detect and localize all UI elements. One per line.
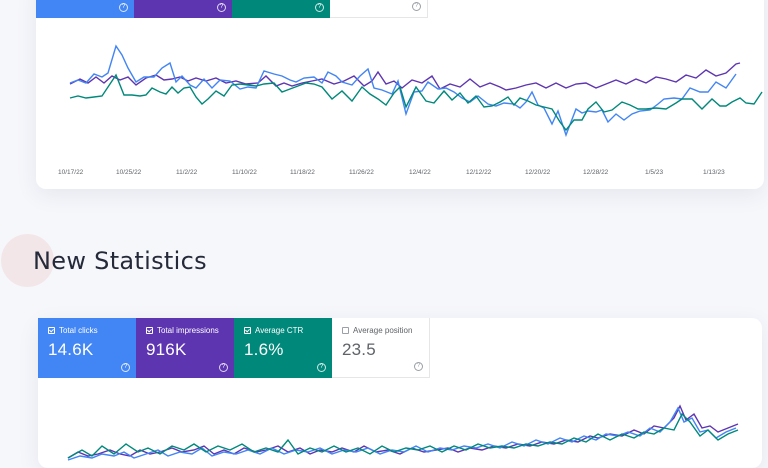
metric-tile-ctr[interactable]: Average CTR 1.6% ? [234,318,332,378]
question-circle-icon[interactable]: ? [412,2,421,11]
x-tick-label: 11/2/22 [176,169,198,176]
metric-tiles: Total clicks 14.6K ? Total impressions 9… [38,318,430,378]
x-tick-label: 1/5/23 [645,169,663,176]
metric-tile-position[interactable]: ? [330,0,428,18]
metric-label: Total clicks [59,326,98,335]
x-tick-label: 12/20/22 [525,169,551,176]
metric-label: Average CTR [255,326,304,335]
ctr-line [67,412,739,459]
new-statistics-card: Total clicks 14.6K ? Total impressions 9… [38,318,762,468]
metric-value: 14.6K [48,340,94,359]
metric-value: 916K [146,340,187,359]
metric-value: 23.5 [342,340,376,359]
decorative-circle [1,234,54,287]
clicks-line [69,44,737,138]
metric-tile-impressions[interactable]: Total impressions 916K ? [136,318,234,378]
x-tick-label: 12/12/22 [466,169,492,176]
x-tick-label: 1/13/23 [703,169,725,176]
statistics-line-chart [67,404,739,461]
question-circle-icon[interactable]: ? [121,363,130,372]
question-circle-icon[interactable]: ? [217,3,226,12]
metric-value: 1.6% [244,340,284,359]
top-performance-card: ? ? ? ? 10/17/22 10/25/22 11/2/22 11/10/… [36,0,764,189]
ctr-line [69,73,763,132]
checkbox-icon[interactable] [342,327,349,334]
question-circle-icon[interactable]: ? [414,362,423,371]
x-tick-label: 11/26/22 [349,169,374,176]
metric-tile-ctr[interactable]: ? [232,0,330,18]
metric-tile-impressions[interactable]: ? [134,0,232,18]
question-circle-icon[interactable]: ? [119,3,128,12]
metric-tile-clicks[interactable]: ? [36,0,134,18]
x-tick-label: 12/4/22 [409,169,431,176]
checkbox-icon[interactable] [48,327,55,334]
x-tick-label: 11/10/22 [232,169,257,176]
checkbox-icon[interactable] [244,327,251,334]
question-circle-icon[interactable]: ? [219,363,228,372]
x-tick-label: 10/25/22 [116,169,142,176]
impressions-line [69,62,741,91]
clicks-line [67,406,737,461]
metric-label: Total impressions [157,326,219,335]
impressions-line [67,404,739,459]
metric-tile-position[interactable]: Average position 23.5 ? [332,318,430,378]
question-circle-icon[interactable]: ? [317,363,326,372]
metric-label: Average position [353,326,413,335]
metric-tiles: ? ? ? ? [36,0,428,18]
x-tick-label: 11/18/22 [290,169,315,176]
checkbox-icon[interactable] [146,327,153,334]
metric-tile-clicks[interactable]: Total clicks 14.6K ? [38,318,136,378]
question-circle-icon[interactable]: ? [315,3,324,12]
x-axis-ticks: 10/17/22 10/25/22 11/2/22 11/10/22 11/18… [58,169,725,176]
x-tick-label: 10/17/22 [58,169,84,176]
section-title: New Statistics [33,247,207,275]
x-tick-label: 12/28/22 [583,169,609,176]
performance-line-chart: 10/17/22 10/25/22 11/2/22 11/10/22 11/18… [58,44,763,176]
